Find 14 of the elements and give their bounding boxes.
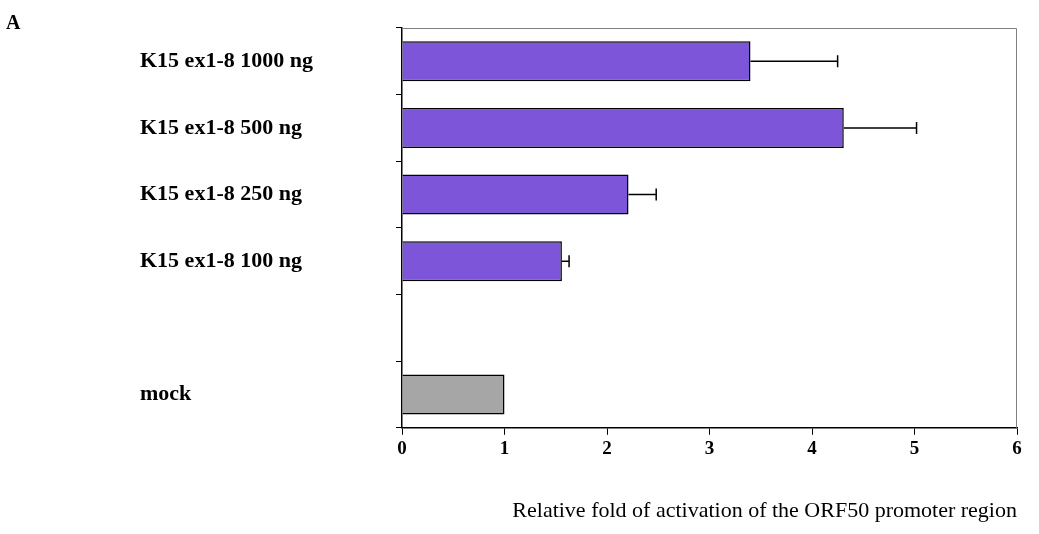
y-tick-label: K15 ex1-8 500 ng — [140, 113, 302, 139]
x-axis-title: Relative fold of activation of the ORF50 promoter region — [512, 496, 1017, 522]
x-tick-label: 5 — [909, 437, 920, 459]
x-tick-label: 1 — [499, 437, 510, 459]
x-tick-label: 3 — [704, 437, 715, 459]
x-tick-label: 6 — [1012, 437, 1022, 459]
y-tick-label: K15 ex1-8 250 ng — [140, 180, 302, 206]
x-tick-label: 4 — [807, 437, 818, 459]
x-tick-label: 0 — [397, 437, 407, 459]
text: A — [6, 11, 21, 34]
y-tick-label: mock — [140, 380, 193, 406]
y-tick-label: K15 ex1-8 100 ng — [140, 246, 302, 272]
y-tick-label: K15 ex1-8 1000 ng — [140, 47, 313, 72]
x-tick-label: 2 — [602, 437, 612, 459]
